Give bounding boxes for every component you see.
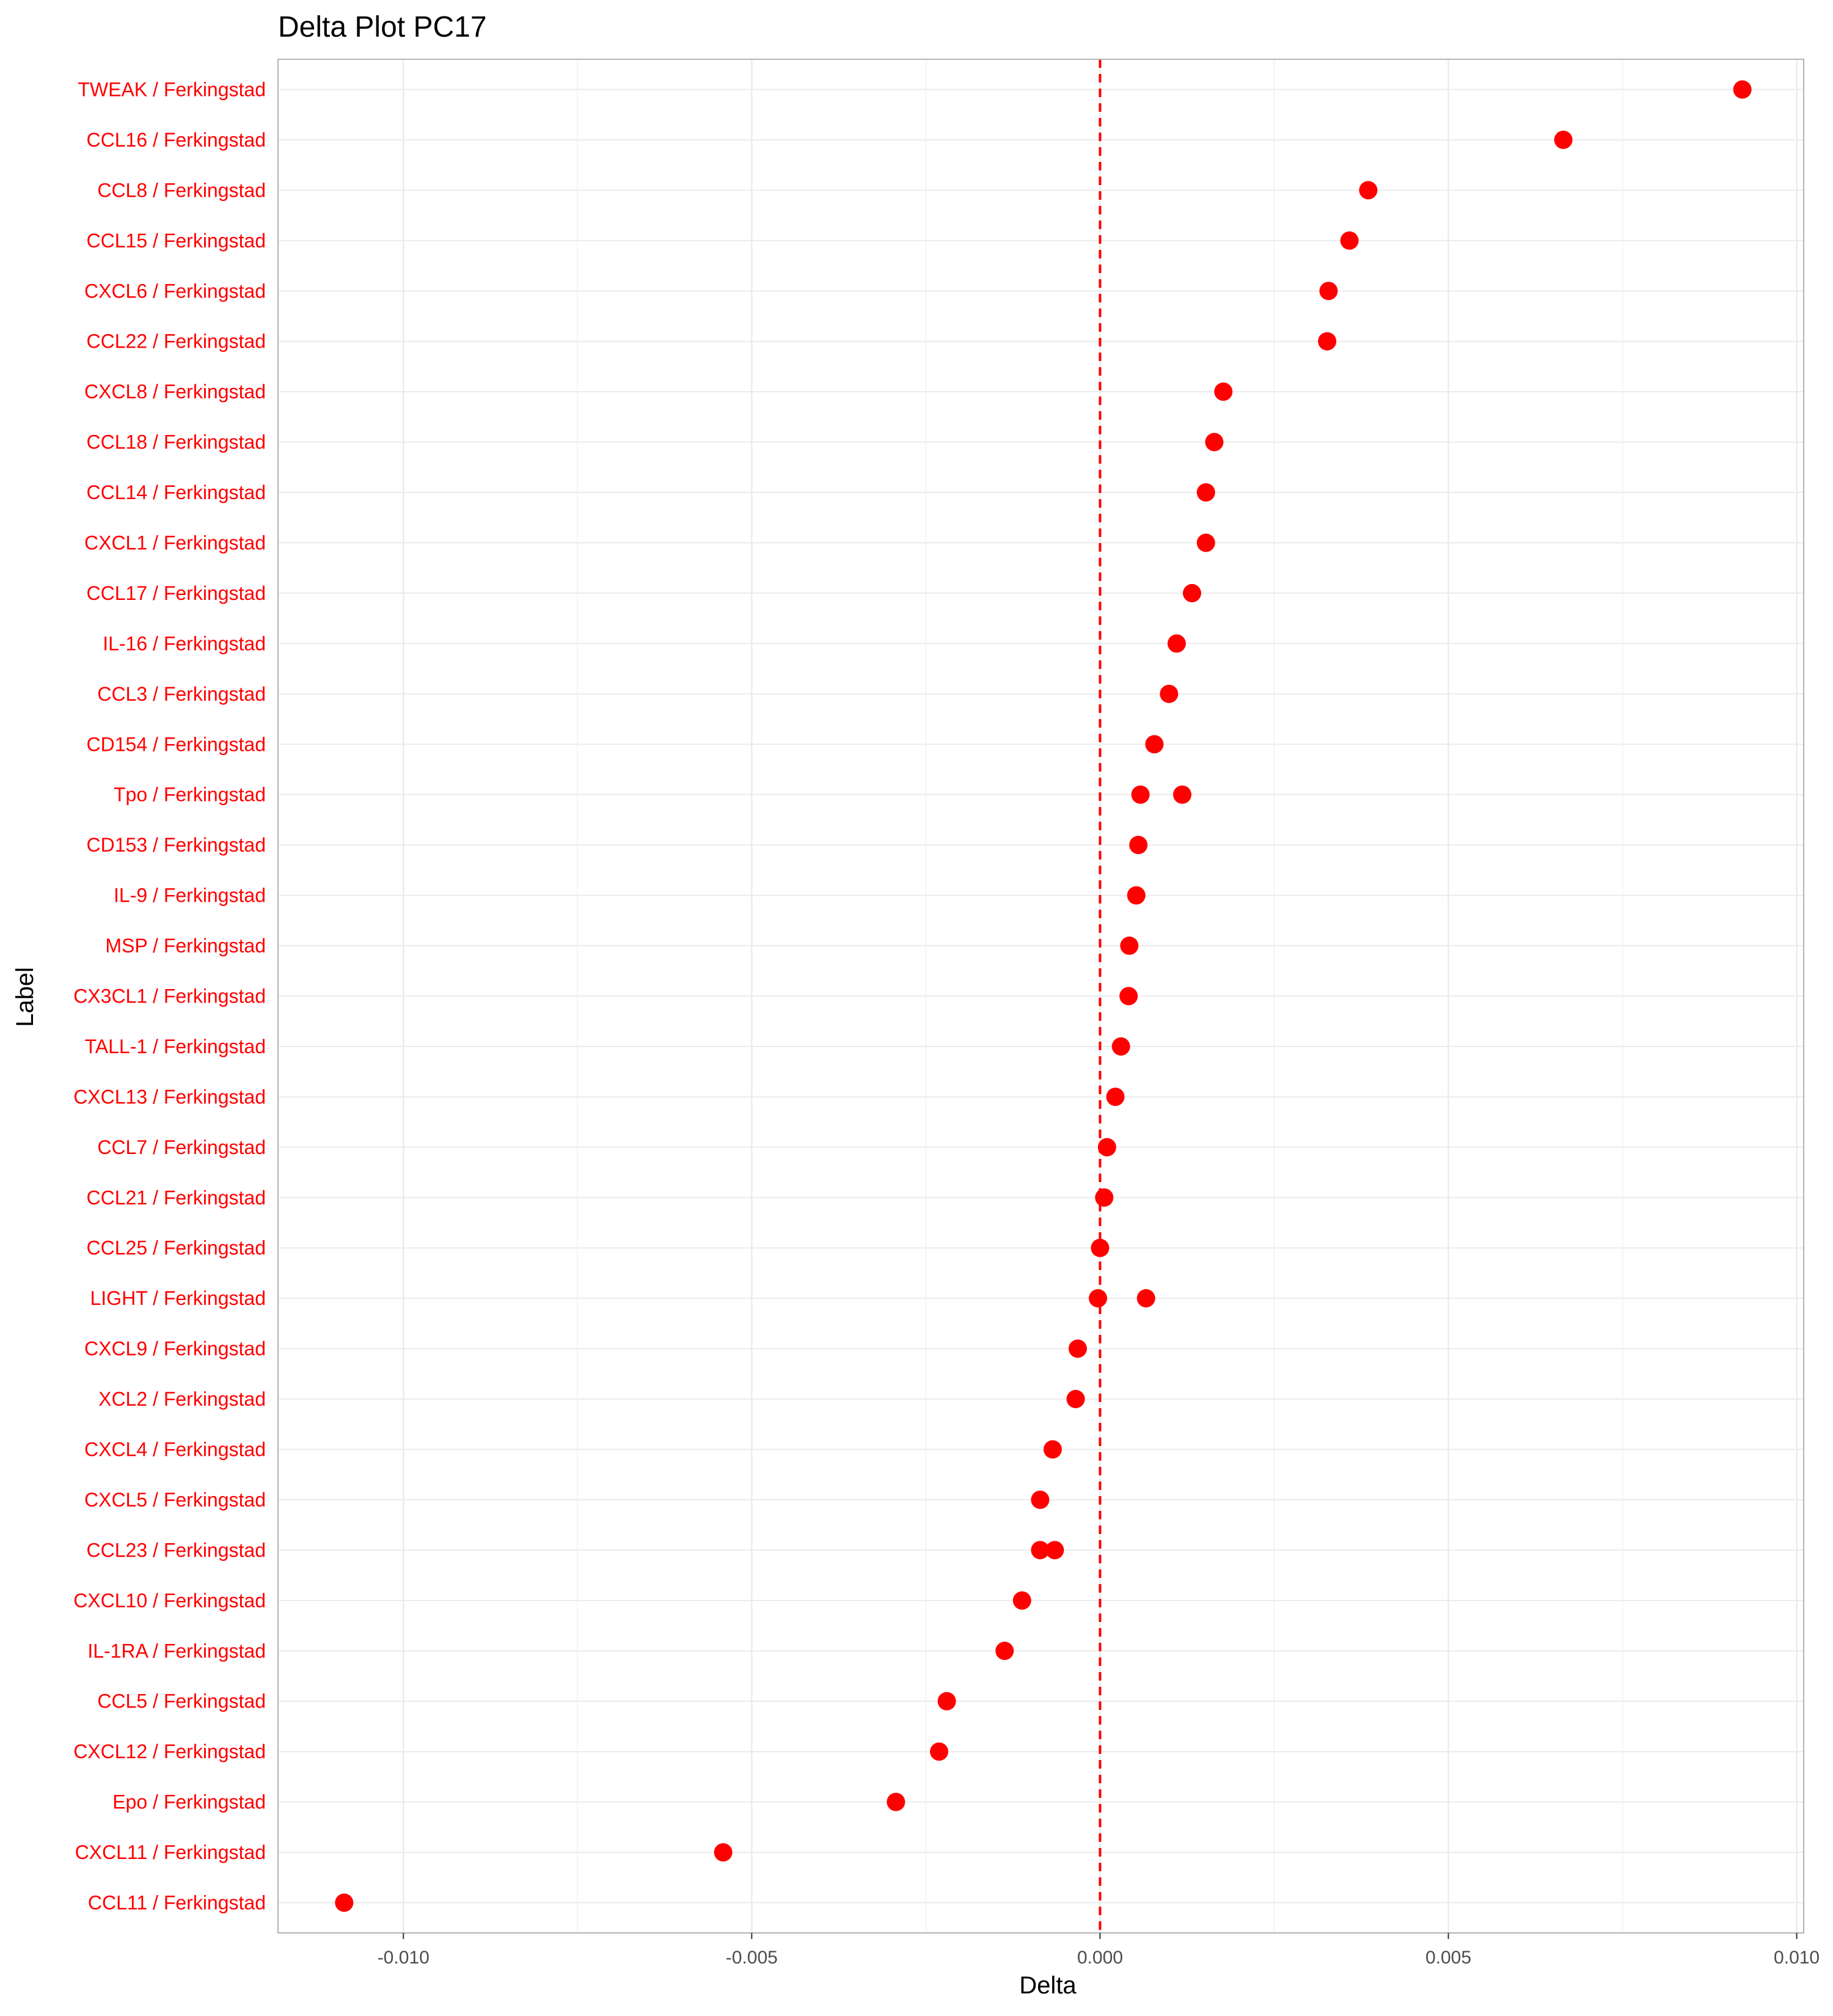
data-point (1043, 1440, 1062, 1459)
y-tick-label: MSP / Ferkingstad (105, 935, 266, 957)
y-tick-label: TALL-1 / Ferkingstad (85, 1035, 266, 1057)
y-tick-label: Tpo / Ferkingstad (114, 784, 266, 806)
x-tick-label: 0.000 (1077, 1948, 1123, 1968)
data-point (1205, 433, 1224, 451)
y-tick-label: CCL18 / Ferkingstad (87, 431, 266, 453)
y-tick-label: CCL11 / Ferkingstad (88, 1892, 266, 1914)
data-point (1127, 886, 1146, 905)
y-tick-label: IL-1RA / Ferkingstad (87, 1640, 266, 1662)
data-point (1129, 836, 1148, 855)
data-point (1359, 181, 1378, 200)
data-point (1145, 735, 1164, 754)
data-point (1031, 1541, 1050, 1560)
y-tick-label: CXCL6 / Ferkingstad (84, 280, 266, 302)
data-point (1120, 937, 1139, 955)
data-point (1182, 583, 1201, 602)
data-point (1160, 684, 1179, 703)
data-point (1088, 1289, 1107, 1308)
data-point (1095, 1188, 1114, 1207)
y-tick-label: IL-16 / Ferkingstad (103, 632, 266, 654)
data-point (335, 1893, 354, 1912)
data-point (1045, 1541, 1064, 1560)
y-tick-label: TWEAK / Ferkingstad (78, 78, 266, 100)
y-tick-label: CXCL4 / Ferkingstad (84, 1439, 266, 1461)
y-tick-label: Epo / Ferkingstad (112, 1791, 266, 1813)
x-tick-label: -0.005 (726, 1948, 778, 1968)
y-tick-label: CXCL10 / Ferkingstad (73, 1590, 266, 1612)
data-point (1167, 634, 1186, 653)
data-points (335, 80, 1752, 1912)
data-point (1173, 785, 1191, 804)
y-tick-label: CD154 / Ferkingstad (87, 733, 266, 755)
y-tick-label: CCL25 / Ferkingstad (87, 1237, 266, 1259)
data-point (1733, 80, 1752, 99)
y-tick-label: CXCL12 / Ferkingstad (73, 1740, 266, 1762)
y-tick-label: CCL14 / Ferkingstad (87, 481, 266, 503)
data-point (1091, 1238, 1110, 1257)
data-point (714, 1843, 733, 1862)
data-point (1031, 1490, 1050, 1509)
data-point (1068, 1339, 1087, 1358)
y-tick-label: CCL5 / Ferkingstad (97, 1690, 266, 1712)
x-axis-title: Delta (1019, 1972, 1077, 1999)
y-tick-label: CCL22 / Ferkingstad (87, 331, 266, 352)
data-point (1131, 785, 1150, 804)
y-tick-label: CCL7 / Ferkingstad (97, 1136, 266, 1158)
data-point (1554, 130, 1573, 149)
data-point (937, 1692, 956, 1711)
y-tick-label: CXCL8 / Ferkingstad (84, 381, 266, 403)
y-tick-label: LIGHT / Ferkingstad (90, 1287, 266, 1309)
data-point (1318, 332, 1337, 351)
y-tick-label: IL-9 / Ferkingstad (114, 885, 266, 907)
data-point (1119, 987, 1138, 1006)
grid-lines (278, 59, 1804, 1933)
data-point (1340, 231, 1359, 250)
x-axis-tick-labels: -0.010 -0.005 0.000 0.005 0.010 (378, 1933, 1820, 1968)
y-axis-title: Label (12, 967, 38, 1027)
y-tick-label: XCL2 / Ferkingstad (98, 1388, 266, 1410)
data-point (1097, 1138, 1116, 1156)
data-point (930, 1742, 949, 1761)
y-tick-label: CCL8 / Ferkingstad (97, 179, 266, 201)
data-point (1214, 382, 1233, 401)
data-point (995, 1642, 1014, 1660)
data-point (887, 1792, 906, 1811)
y-tick-label: CCL3 / Ferkingstad (97, 683, 266, 705)
panel-border (277, 59, 1804, 1934)
data-point (1111, 1037, 1130, 1056)
y-tick-label: CXCL5 / Ferkingstad (84, 1489, 266, 1511)
x-tick-label: 0.005 (1425, 1948, 1471, 1968)
y-tick-label: CX3CL1 / Ferkingstad (73, 985, 266, 1007)
data-point (1106, 1087, 1125, 1106)
data-point (1066, 1390, 1085, 1409)
y-tick-label: CXCL1 / Ferkingstad (84, 531, 266, 553)
data-point (1319, 282, 1338, 301)
y-tick-label: CXCL13 / Ferkingstad (73, 1086, 266, 1108)
data-point (1136, 1289, 1155, 1308)
y-tick-label: CCL23 / Ferkingstad (87, 1539, 266, 1561)
y-tick-label: CCL21 / Ferkingstad (87, 1186, 266, 1208)
x-tick-label: 0.010 (1774, 1948, 1820, 1968)
data-point (1196, 533, 1215, 552)
y-axis-tick-labels: TWEAK / Ferkingstad CCL16 / Ferkingstad CC… (73, 78, 266, 1913)
y-tick-label: CCL16 / Ferkingstad (87, 129, 266, 151)
chart-title: Delta Plot PC17 (278, 11, 487, 43)
data-point (1012, 1591, 1031, 1610)
y-tick-label: CXCL11 / Ferkingstad (75, 1841, 266, 1863)
y-tick-label: CXCL9 / Ferkingstad (84, 1338, 266, 1360)
y-tick-label: CD153 / Ferkingstad (87, 834, 266, 856)
y-tick-label: CCL17 / Ferkingstad (87, 582, 266, 604)
x-tick-label: -0.010 (378, 1948, 430, 1968)
y-tick-label: CCL15 / Ferkingstad (87, 230, 266, 252)
data-point (1196, 483, 1215, 502)
